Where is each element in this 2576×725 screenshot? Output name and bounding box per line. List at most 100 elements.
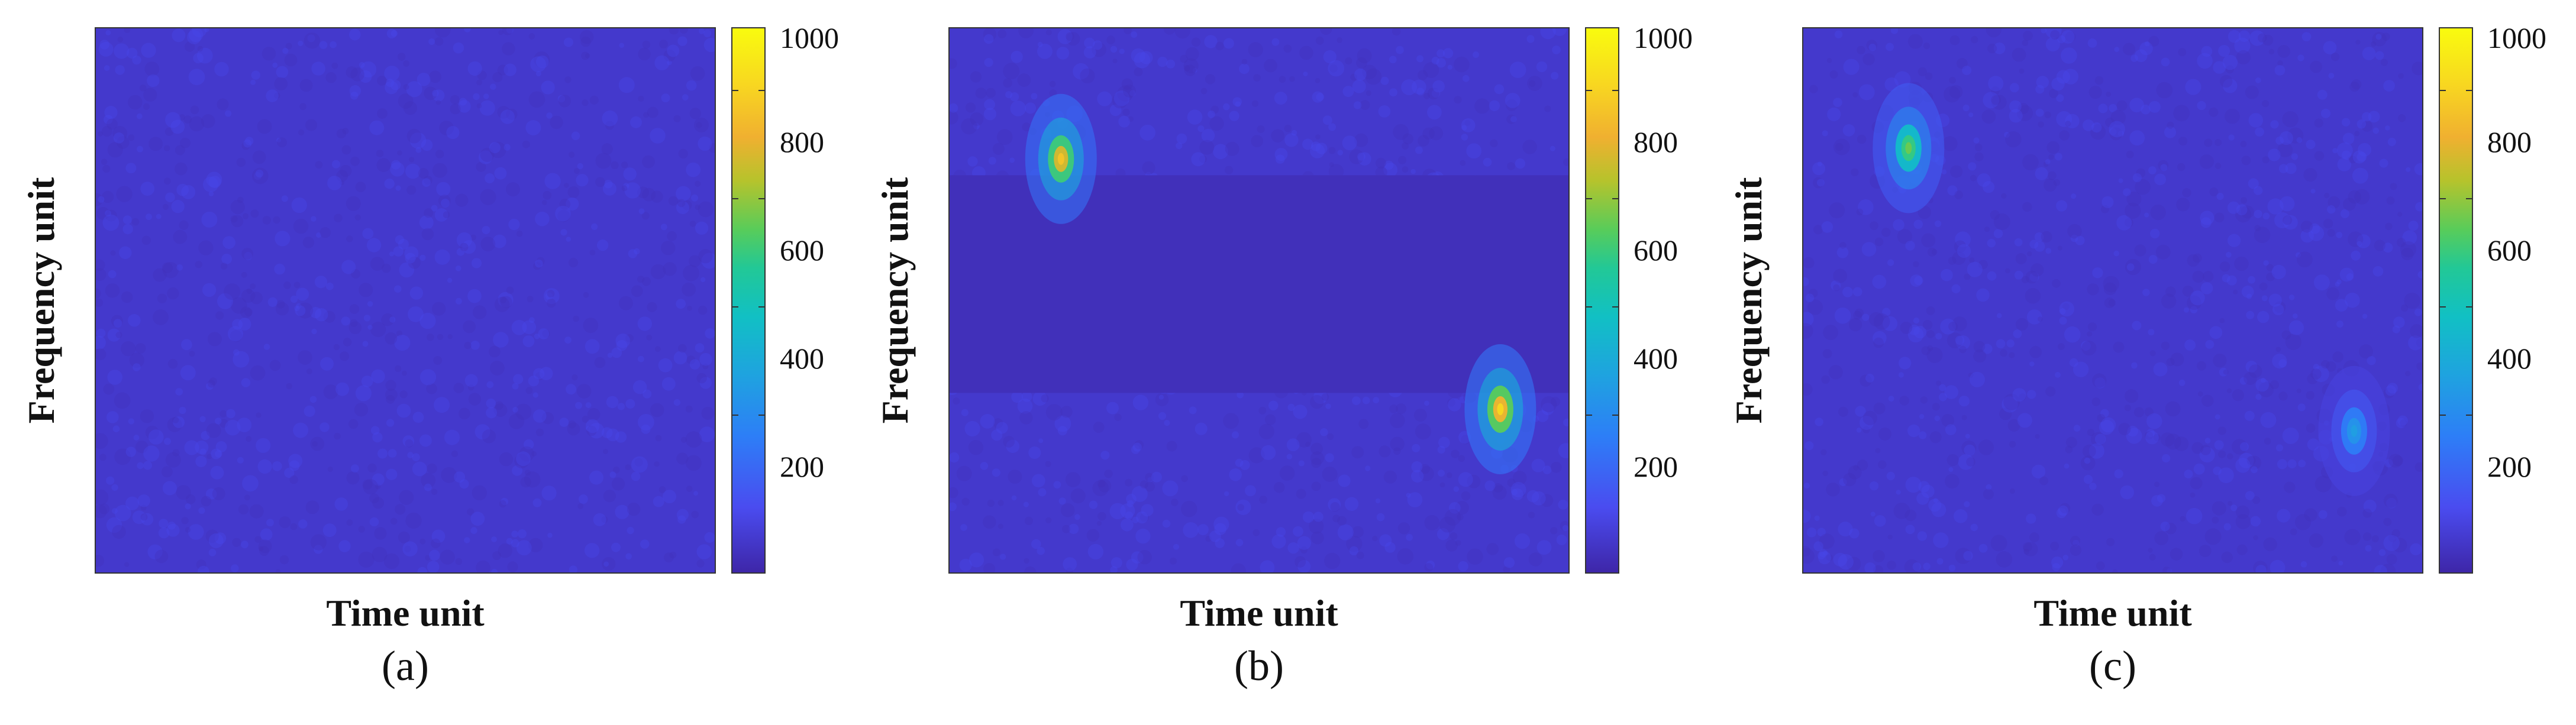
noise-speckle xyxy=(371,369,385,384)
noise-speckle xyxy=(1945,424,1957,435)
noise-speckle xyxy=(1208,110,1215,118)
noise-speckle xyxy=(2306,140,2316,150)
noise-speckle xyxy=(1037,41,1043,47)
noise-speckle xyxy=(2284,481,2296,493)
noise-speckle xyxy=(1531,491,1546,506)
noise-speckle xyxy=(1126,500,1134,507)
noise-speckle xyxy=(2069,358,2078,367)
noise-speckle xyxy=(208,533,224,548)
noise-speckle xyxy=(1486,543,1499,555)
noise-speckle xyxy=(1038,438,1044,444)
noise-speckle xyxy=(214,532,227,545)
noise-speckle xyxy=(691,194,698,202)
noise-speckle xyxy=(396,403,411,418)
noise-speckle xyxy=(522,335,535,348)
noise-speckle xyxy=(2226,65,2234,74)
noise-speckle xyxy=(419,434,432,447)
noise-speckle xyxy=(2192,270,2204,283)
noise-speckle xyxy=(1839,478,1847,487)
colorbar-tick xyxy=(731,198,738,199)
noise-speckle xyxy=(528,33,535,40)
peak-0 xyxy=(1873,83,1945,213)
noise-speckle xyxy=(137,462,144,470)
noise-speckle xyxy=(1870,221,1878,230)
noise-speckle xyxy=(2374,239,2385,251)
noise-speckle xyxy=(1183,58,1199,73)
noise-speckle xyxy=(2340,209,2349,218)
noise-speckle xyxy=(996,129,1013,145)
noise-speckle xyxy=(1139,480,1148,489)
noise-speckle xyxy=(2200,282,2213,294)
noise-speckle xyxy=(1383,470,1397,484)
noise-speckle xyxy=(104,65,110,71)
noise-speckle xyxy=(1458,472,1473,487)
noise-speckle xyxy=(698,201,714,218)
noise-speckle xyxy=(2118,178,2123,183)
noise-speckle xyxy=(550,115,563,130)
noise-speckle xyxy=(2357,151,2367,162)
noise-speckle xyxy=(2410,324,2422,338)
noise-speckle xyxy=(2165,433,2181,450)
noise-speckle xyxy=(502,42,515,56)
noise-speckle xyxy=(1058,497,1066,505)
noise-speckle xyxy=(1862,426,1870,433)
noise-speckle xyxy=(1357,48,1372,63)
noise-speckle xyxy=(1134,52,1150,69)
noise-speckle xyxy=(617,403,625,410)
noise-speckle xyxy=(1080,68,1095,83)
noise-speckle xyxy=(624,182,641,199)
noise-speckle xyxy=(497,64,508,76)
noise-speckle xyxy=(346,66,358,79)
noise-speckle xyxy=(2359,344,2373,359)
noise-speckle xyxy=(621,185,628,192)
noise-speckle xyxy=(236,157,246,167)
noise-speckle xyxy=(250,209,259,218)
noise-speckle xyxy=(454,471,466,483)
noise-speckle xyxy=(2158,160,2169,171)
noise-speckle xyxy=(2263,260,2269,266)
noise-speckle xyxy=(2062,303,2070,310)
noise-speckle xyxy=(2255,393,2262,400)
noise-speckle xyxy=(158,527,170,539)
noise-speckle xyxy=(99,503,110,514)
noise-speckle xyxy=(1466,143,1482,159)
noise-speckle xyxy=(2165,286,2176,297)
noise-speckle xyxy=(1949,76,1956,84)
noise-speckle xyxy=(162,262,173,274)
noise-speckle xyxy=(1235,101,1241,107)
noise-speckle xyxy=(377,108,388,119)
noise-speckle xyxy=(119,246,132,260)
noise-speckle xyxy=(2045,386,2056,397)
noise-speckle xyxy=(96,504,107,519)
noise-speckle xyxy=(1345,57,1352,65)
noise-speckle xyxy=(431,529,446,543)
noise-speckle xyxy=(1264,59,1277,73)
noise-speckle xyxy=(2154,173,2166,186)
noise-speckle xyxy=(310,436,325,451)
noise-speckle xyxy=(1861,242,1877,257)
noise-speckle xyxy=(2038,316,2043,322)
noise-speckle xyxy=(274,77,288,90)
noise-speckle xyxy=(103,383,115,395)
noise-speckle xyxy=(563,37,573,47)
noise-speckle xyxy=(2034,241,2045,252)
noise-speckle xyxy=(108,270,117,279)
noise-speckle xyxy=(185,494,196,504)
noise-speckle xyxy=(1372,536,1378,542)
noise-speckle xyxy=(279,516,291,529)
noise-speckle xyxy=(124,28,131,33)
noise-speckle xyxy=(173,229,188,244)
noise-speckle xyxy=(2160,522,2170,532)
noise-speckle xyxy=(1328,164,1344,179)
noise-speckle xyxy=(1315,134,1321,140)
noise-speckle xyxy=(2228,134,2235,141)
noise-speckle xyxy=(1878,460,1887,469)
noise-speckle xyxy=(1424,515,1440,530)
noise-speckle xyxy=(1423,62,1439,78)
noise-speckle xyxy=(232,538,241,547)
noise-speckle xyxy=(96,288,101,299)
noise-speckle xyxy=(1826,554,1833,561)
noise-speckle xyxy=(701,277,706,283)
noise-speckle xyxy=(2017,103,2029,114)
noise-speckle xyxy=(1461,134,1468,141)
